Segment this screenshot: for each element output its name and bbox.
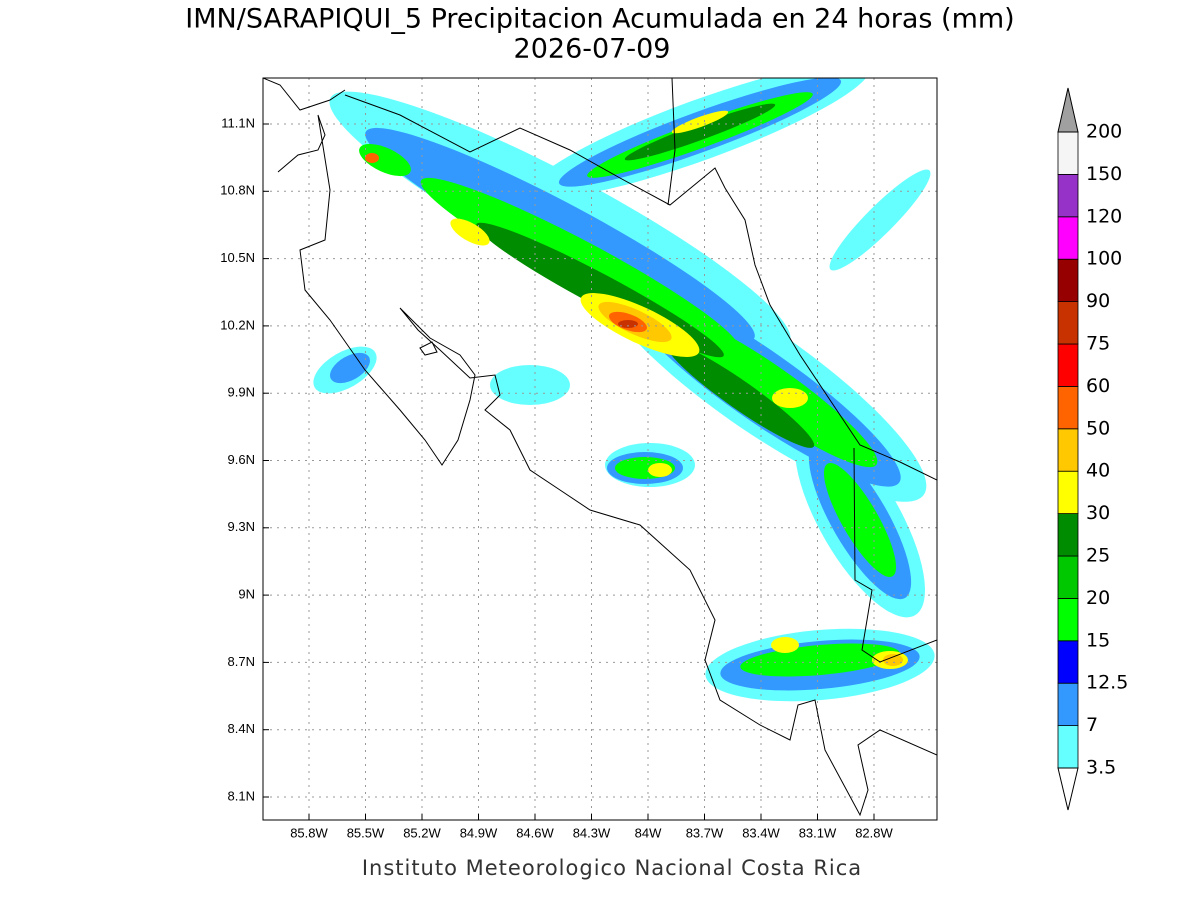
colorbar-label: 50 bbox=[1086, 417, 1110, 439]
map-subtitle: 2026-07-09 bbox=[514, 34, 671, 65]
colorbar-label: 30 bbox=[1086, 502, 1110, 524]
lon-label: 82.8W bbox=[855, 825, 893, 840]
colorbar-label: 120 bbox=[1086, 205, 1122, 227]
lat-label: 8.7N bbox=[228, 654, 255, 669]
footer: Instituto Meteorologico Nacional Costa R… bbox=[362, 856, 862, 880]
colorbar-label: 3.5 bbox=[1086, 757, 1116, 779]
lon-label: 83.7W bbox=[686, 825, 724, 840]
colorbar-label: 90 bbox=[1086, 290, 1110, 312]
lat-label: 10.2N bbox=[220, 317, 255, 332]
colorbar-over bbox=[1057, 87, 1079, 133]
lon-label: 84.9W bbox=[460, 825, 498, 840]
lat-label: 9.6N bbox=[228, 452, 255, 467]
lon-label: 84.6W bbox=[516, 825, 554, 840]
colorbar-box bbox=[1057, 343, 1079, 387]
colorbar-label: 15 bbox=[1086, 629, 1110, 651]
colorbar-box bbox=[1057, 385, 1079, 430]
lat-label: 11.1N bbox=[221, 115, 255, 130]
lat-label: 10.5N bbox=[220, 250, 255, 265]
colorbar-box bbox=[1057, 131, 1079, 175]
lat-label: 9.9N bbox=[228, 385, 255, 400]
colorbar-label: 150 bbox=[1086, 163, 1122, 185]
map-frame bbox=[262, 77, 938, 821]
colorbar-box bbox=[1057, 640, 1079, 684]
lon-label: 83.4W bbox=[742, 825, 780, 840]
precipitation-field bbox=[313, 78, 935, 702]
colorbar: 3.5 7 12.5 15 20 25 30 40 50 60 75 90 100 120 150 200 bbox=[1057, 87, 1128, 811]
map-area: 85.8W 85.5W 85.2W 84.9W 84.6W 84.3W 84W 83.7W 83… bbox=[220, 77, 938, 840]
lat-label: 9N bbox=[238, 587, 255, 602]
colorbar-label: 60 bbox=[1086, 375, 1110, 397]
lat-label: 9.3N bbox=[228, 519, 255, 534]
lon-label: 84.3W bbox=[573, 825, 611, 840]
map-title: IMN/SARAPIQUI_5 Precipitacion Acumulada … bbox=[185, 4, 1014, 35]
colorbar-box bbox=[1057, 598, 1079, 642]
colorbar-box bbox=[1057, 513, 1079, 557]
colorbar-label: 12.5 bbox=[1086, 672, 1128, 694]
colorbar-label: 200 bbox=[1086, 121, 1122, 143]
lon-label: 85.8W bbox=[290, 825, 328, 840]
lon-label: 84W bbox=[635, 825, 662, 840]
lat-label: 10.8N bbox=[220, 183, 255, 198]
colorbar-box bbox=[1057, 470, 1079, 515]
colorbar-label: 40 bbox=[1086, 460, 1110, 482]
colorbar-under bbox=[1057, 767, 1079, 811]
coastlines bbox=[263, 78, 937, 817]
colorbar-box bbox=[1057, 301, 1079, 345]
colorbar-label: 25 bbox=[1086, 545, 1110, 567]
colorbar-box bbox=[1057, 428, 1079, 472]
colorbar-box bbox=[1057, 216, 1079, 260]
colorbar-box bbox=[1057, 555, 1079, 599]
colorbar-label: 100 bbox=[1086, 248, 1122, 270]
colorbar-box bbox=[1057, 682, 1079, 727]
colorbar-label: 75 bbox=[1086, 333, 1110, 355]
colorbar-box bbox=[1057, 725, 1079, 769]
lat-label: 8.4N bbox=[228, 721, 255, 736]
lon-label: 83.1W bbox=[799, 825, 837, 840]
lon-label: 85.2W bbox=[403, 825, 441, 840]
colorbar-box bbox=[1057, 173, 1079, 218]
colorbar-box bbox=[1057, 258, 1079, 303]
lat-label: 8.1N bbox=[228, 788, 255, 803]
lon-label: 85.5W bbox=[347, 825, 385, 840]
colorbar-label: 20 bbox=[1086, 587, 1110, 609]
colorbar-label: 7 bbox=[1086, 714, 1098, 736]
